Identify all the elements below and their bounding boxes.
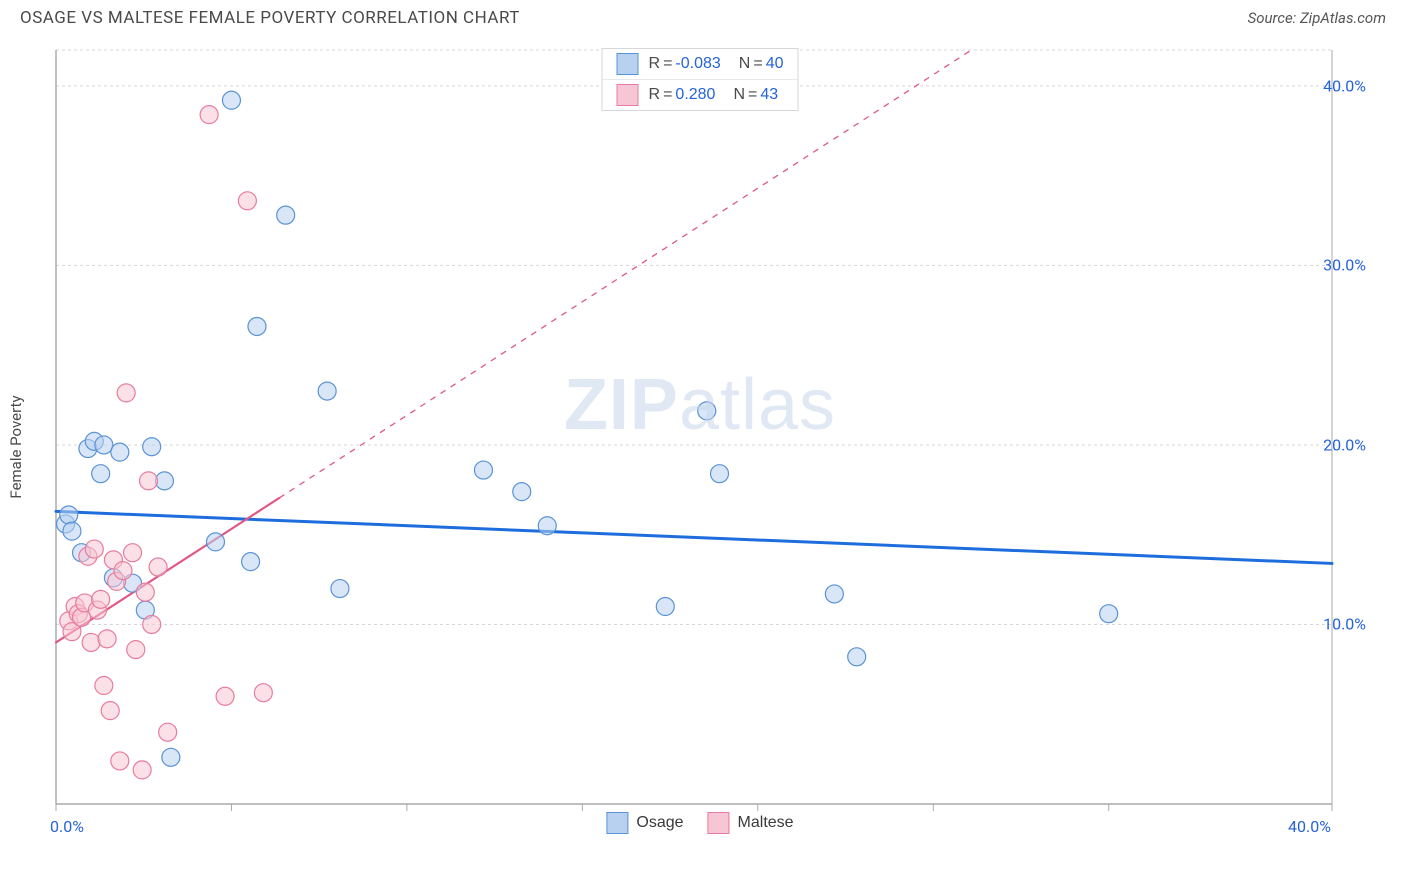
page-title: OSAGE VS MALTESE FEMALE POVERTY CORRELAT… <box>20 8 520 28</box>
y-axis-label: Female Poverty <box>7 395 25 498</box>
y-tick-label: 40.0% <box>1323 76 1366 95</box>
chart-container: Female Poverty ZIPatlas R=-0.083N=40R=0.… <box>46 42 1386 852</box>
legend-swatch <box>617 53 639 75</box>
y-tick-label: 30.0% <box>1323 256 1366 275</box>
series-legend-item: Osage <box>606 812 683 834</box>
y-tick-label: 20.0% <box>1323 435 1366 454</box>
legend-swatch <box>708 812 730 834</box>
series-legend: Osage Maltese <box>606 812 793 834</box>
y-tick-label: 10.0% <box>1323 615 1366 634</box>
x-tick-label: 0.0% <box>50 817 84 836</box>
legend-swatch <box>617 84 639 106</box>
source-attribution: Source: ZipAtlas.com <box>1248 9 1386 27</box>
plot-svg <box>52 42 1348 832</box>
series-legend-label: Osage <box>636 814 683 832</box>
r-stat: R=-0.083 <box>649 55 721 73</box>
x-tick-label: 40.0% <box>1288 817 1331 836</box>
r-stat: R=0.280 <box>649 86 716 104</box>
n-stat: N=40 <box>739 55 784 73</box>
correlation-legend: R=-0.083 N=40 R=0.280 N=43 <box>602 48 799 111</box>
series-legend-label: Maltese <box>738 814 794 832</box>
correlation-legend-row: R=-0.083 N=40 <box>603 49 798 80</box>
scatter-plot: ZIPatlas R=-0.083N=40R=0.280N=43 OsageMa… <box>52 42 1348 832</box>
correlation-legend-row: R=0.280 N=43 <box>603 80 798 110</box>
series-legend-item: Maltese <box>708 812 794 834</box>
n-stat: N=43 <box>733 86 778 104</box>
legend-swatch <box>606 812 628 834</box>
